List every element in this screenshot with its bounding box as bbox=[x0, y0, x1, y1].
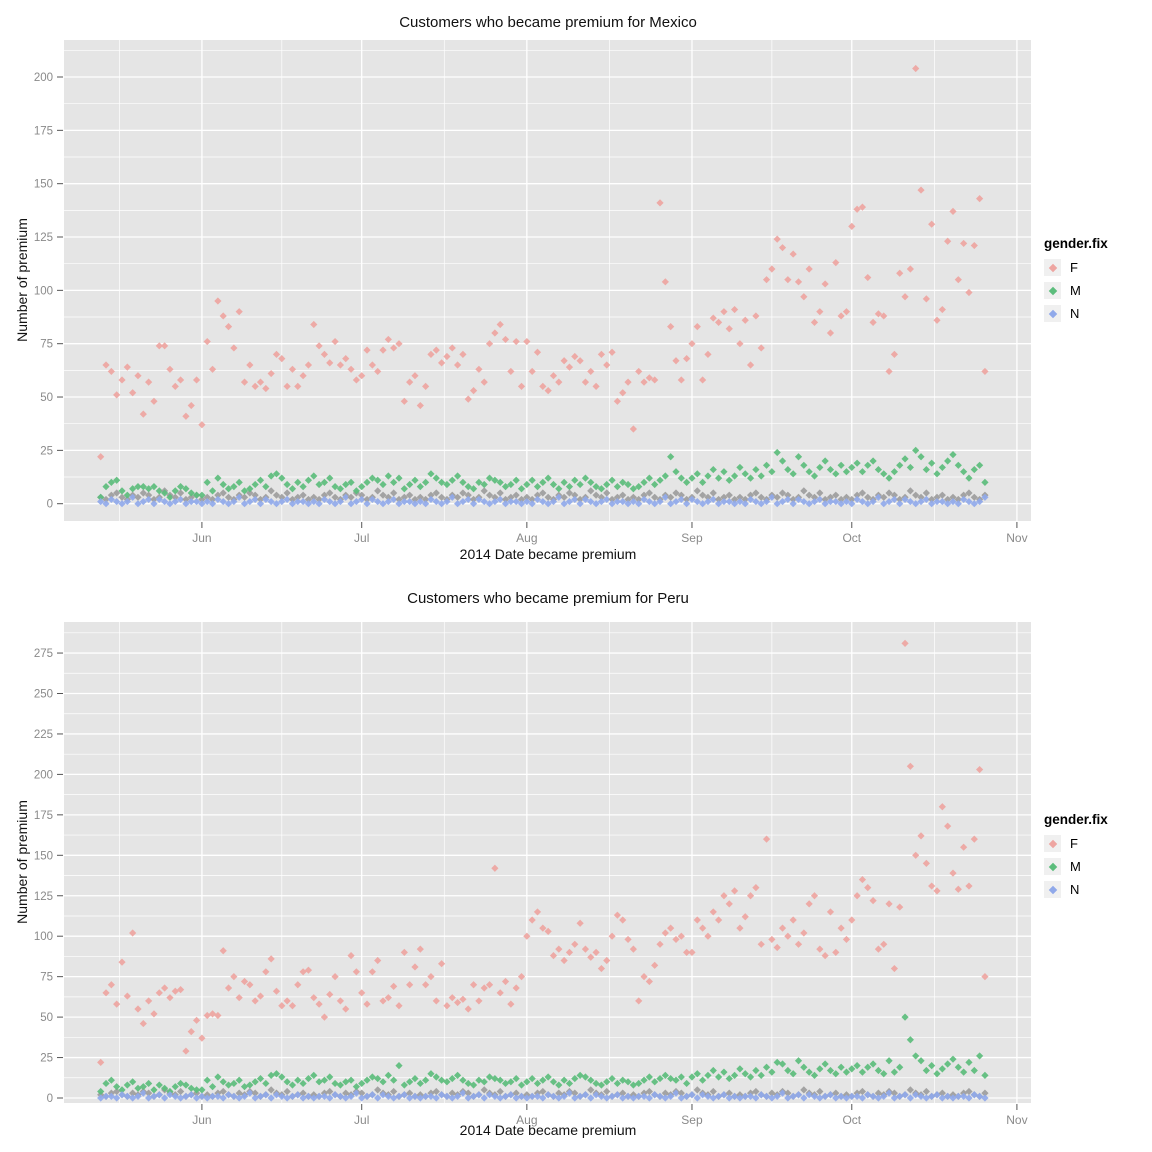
legend-title: gender.fix bbox=[1044, 812, 1108, 827]
svg-text:100: 100 bbox=[34, 285, 53, 297]
mexico-plot-area: 0 25 50 75 100 125 150 175 200 Jun Jul Aug Sep Oct Nov bbox=[34, 40, 1031, 545]
svg-text:Aug: Aug bbox=[516, 1113, 537, 1127]
legend-title: gender.fix bbox=[1044, 236, 1108, 251]
legend-key bbox=[1044, 305, 1061, 322]
legend-label-m: M bbox=[1070, 859, 1081, 874]
svg-text:125: 125 bbox=[34, 232, 53, 244]
diamond-swatch-f-icon bbox=[1048, 263, 1057, 272]
svg-text:Oct: Oct bbox=[842, 531, 861, 545]
svg-text:150: 150 bbox=[34, 850, 53, 862]
mexico-x-axis-title: 2014 Date became premium bbox=[459, 546, 637, 562]
legend-label-n: N bbox=[1070, 882, 1080, 897]
legend-entry-m: M bbox=[1044, 858, 1108, 875]
legend-entry-n: N bbox=[1044, 305, 1108, 322]
diamond-swatch-m-icon bbox=[1048, 286, 1057, 295]
svg-text:Oct: Oct bbox=[842, 1113, 861, 1127]
legend-entry-m: M bbox=[1044, 282, 1108, 299]
svg-text:Nov: Nov bbox=[1006, 531, 1027, 545]
diamond-swatch-f-icon bbox=[1048, 839, 1057, 848]
legend-label-n: N bbox=[1070, 306, 1080, 321]
svg-text:75: 75 bbox=[40, 972, 53, 984]
svg-text:75: 75 bbox=[40, 339, 53, 351]
legend-key bbox=[1044, 259, 1061, 276]
svg-text:50: 50 bbox=[40, 392, 53, 404]
legend-key bbox=[1044, 881, 1061, 898]
legend-key bbox=[1044, 835, 1061, 852]
peru-chart: 0 25 50 75 100 125 150 175 200 225 250 275 Jun Jul Aug… bbox=[0, 576, 1152, 1152]
legend-entry-f: F bbox=[1044, 259, 1108, 276]
svg-text:250: 250 bbox=[34, 689, 53, 701]
legend-entry-f: F bbox=[1044, 835, 1108, 852]
legend-label-f: F bbox=[1070, 260, 1078, 275]
svg-text:Jul: Jul bbox=[354, 1113, 369, 1127]
svg-text:150: 150 bbox=[34, 179, 53, 191]
svg-text:25: 25 bbox=[40, 445, 53, 457]
svg-text:200: 200 bbox=[34, 72, 53, 84]
peru-chart-title: Customers who became premium for Peru bbox=[407, 590, 689, 607]
svg-text:Jul: Jul bbox=[354, 531, 369, 545]
svg-text:Jun: Jun bbox=[192, 531, 211, 545]
legend-entry-n: N bbox=[1044, 881, 1108, 898]
diamond-swatch-m-icon bbox=[1048, 862, 1057, 871]
svg-text:100: 100 bbox=[34, 931, 53, 943]
legend-key bbox=[1044, 858, 1061, 875]
svg-text:Sep: Sep bbox=[681, 1113, 703, 1127]
svg-text:25: 25 bbox=[40, 1053, 53, 1065]
svg-text:200: 200 bbox=[34, 769, 53, 781]
legend-label-f: F bbox=[1070, 836, 1078, 851]
peru-x-axis-title: 2014 Date became premium bbox=[459, 1122, 637, 1138]
diamond-swatch-n-icon bbox=[1048, 309, 1057, 318]
peru-legend: gender.fix F M N bbox=[1044, 812, 1108, 904]
diamond-swatch-n-icon bbox=[1048, 885, 1057, 894]
svg-text:275: 275 bbox=[34, 648, 53, 660]
peru-plot-area: 0 25 50 75 100 125 150 175 200 225 250 275 Jun Jul Aug… bbox=[34, 622, 1031, 1127]
svg-text:125: 125 bbox=[34, 891, 53, 903]
mexico-y-axis-title: Number of premium bbox=[14, 218, 30, 342]
svg-text:Sep: Sep bbox=[681, 531, 703, 545]
mexico-legend: gender.fix F M N bbox=[1044, 236, 1108, 328]
svg-text:Jun: Jun bbox=[192, 1113, 211, 1127]
svg-text:175: 175 bbox=[34, 810, 53, 822]
peru-y-axis-title: Number of premium bbox=[14, 800, 30, 924]
mexico-chart: 0 25 50 75 100 125 150 175 200 Jun Jul Aug Sep Oct Nov… bbox=[14, 14, 1108, 562]
legend-key bbox=[1044, 282, 1061, 299]
svg-text:Aug: Aug bbox=[516, 531, 537, 545]
svg-text:50: 50 bbox=[40, 1012, 53, 1024]
mexico-chart-title: Customers who became premium for Mexico bbox=[399, 14, 697, 31]
svg-text:0: 0 bbox=[47, 1093, 53, 1105]
svg-text:0: 0 bbox=[47, 499, 53, 511]
svg-text:175: 175 bbox=[34, 125, 53, 137]
legend-label-m: M bbox=[1070, 283, 1081, 298]
svg-text:Nov: Nov bbox=[1006, 1113, 1027, 1127]
svg-text:225: 225 bbox=[34, 729, 53, 741]
